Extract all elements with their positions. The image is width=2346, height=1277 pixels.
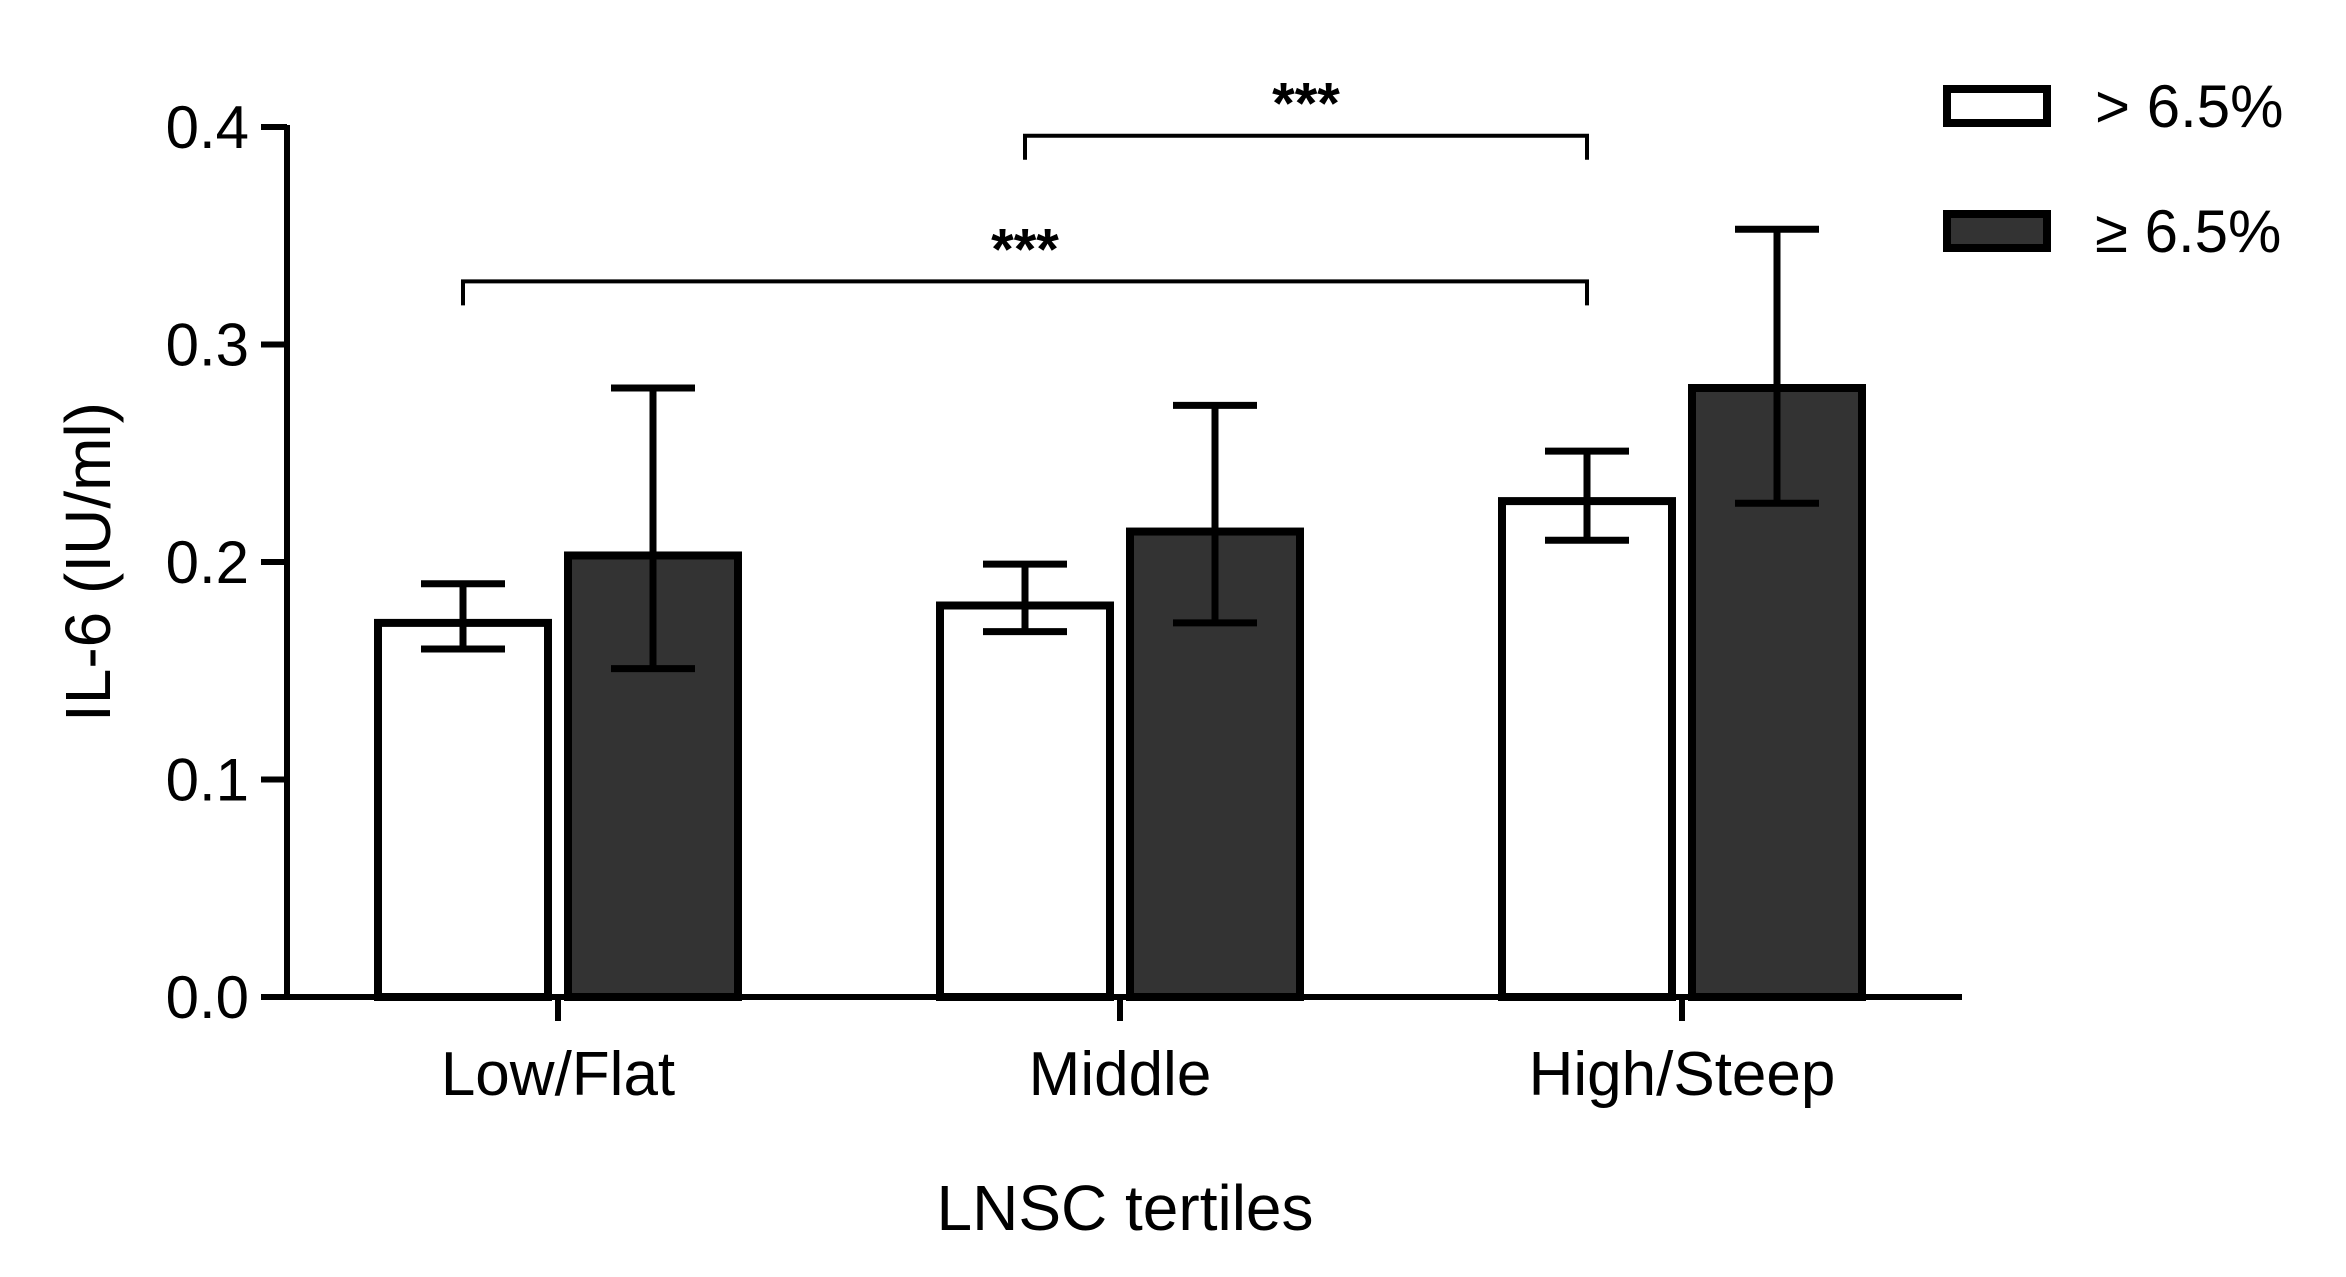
y-ticks-layer: 0.0 0.1 0.2 0.3 0.4 bbox=[166, 94, 287, 1031]
significance-bracket bbox=[461, 279, 1589, 306]
x-tick-label: Middle bbox=[1029, 1040, 1212, 1109]
legend-label: > 6.5% bbox=[2095, 73, 2283, 140]
x-tick-label: High/Steep bbox=[1529, 1040, 1836, 1109]
y-tick-label: 0.2 bbox=[166, 529, 249, 596]
legend-label: ≥ 6.5% bbox=[2095, 198, 2281, 265]
y-tick-label: 0.3 bbox=[166, 312, 249, 379]
legend-swatch bbox=[1943, 210, 2051, 252]
legend-swatch bbox=[1943, 85, 2051, 127]
bar bbox=[1498, 497, 1676, 1001]
y-tick-label: 0.0 bbox=[166, 964, 249, 1031]
bars-layer bbox=[374, 384, 1866, 1002]
significance-label: *** bbox=[1272, 72, 1340, 137]
significance-label: *** bbox=[991, 217, 1059, 282]
x-axis-title: LNSC tertiles bbox=[937, 1172, 1314, 1244]
bar bbox=[374, 618, 552, 1002]
legend: > 6.5% ≥ 6.5% bbox=[1943, 73, 2283, 265]
y-tick-label: 0.1 bbox=[166, 747, 249, 814]
bar bbox=[936, 601, 1114, 1001]
x-tick-label: Low/Flat bbox=[441, 1040, 675, 1109]
error-bars-layer bbox=[421, 225, 1819, 673]
x-ticks-layer: Low/Flat Middle High/Steep bbox=[441, 997, 1836, 1109]
significance-bracket bbox=[1023, 133, 1589, 160]
y-tick-label: 0.4 bbox=[166, 94, 249, 161]
y-axis-title: IL-6 (IU/ml) bbox=[52, 402, 124, 722]
significance-layer: *** *** bbox=[461, 72, 1589, 306]
